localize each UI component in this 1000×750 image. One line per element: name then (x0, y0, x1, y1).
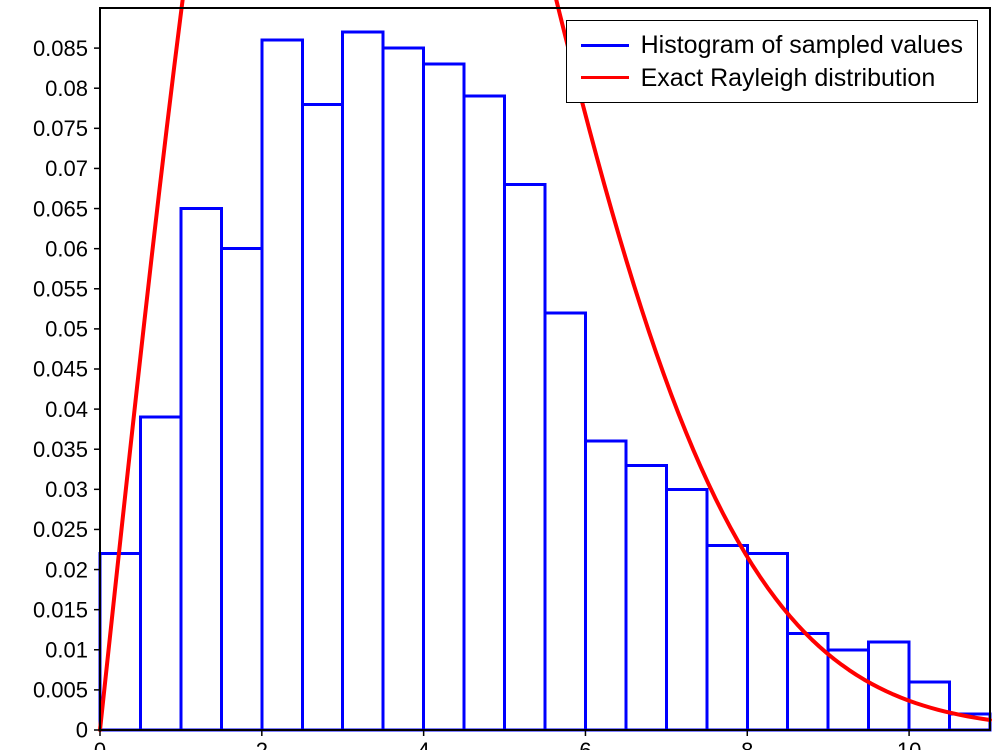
y-tick-label: 0.01 (45, 637, 88, 662)
x-tick-label: 8 (741, 738, 753, 750)
chart-container: 0 2 4 6 8 10 0 0.005 0.01 0.015 0.02 0.025 0.03 0.035… (0, 0, 1000, 750)
legend-swatch (581, 44, 629, 47)
y-tick-label: 0.015 (33, 597, 88, 622)
x-tick-label: 4 (418, 738, 430, 750)
x-tick-label: 6 (579, 738, 591, 750)
y-tick-label: 0.045 (33, 357, 88, 382)
x-tick-label: 10 (897, 738, 921, 750)
y-tick-label: 0.07 (45, 156, 88, 181)
legend-label: Histogram of sampled values (641, 29, 963, 62)
y-tick-label: 0 (76, 718, 88, 743)
x-tick-label: 2 (256, 738, 268, 750)
y-tick-label: 0.065 (33, 196, 88, 221)
legend-item: Exact Rayleigh distribution (581, 62, 963, 95)
y-tick-label: 0.075 (33, 116, 88, 141)
x-tick-label: 0 (94, 738, 106, 750)
legend-swatch (581, 76, 629, 79)
y-tick-label: 0.035 (33, 437, 88, 462)
y-tick-label: 0.02 (45, 557, 88, 582)
y-tick-label: 0.05 (45, 317, 88, 342)
y-tick-label: 0.005 (33, 678, 88, 703)
y-tick-label: 0.03 (45, 477, 88, 502)
y-tick-label: 0.025 (33, 517, 88, 542)
y-tick-label: 0.04 (45, 397, 88, 422)
y-tick-label: 0.055 (33, 276, 88, 301)
chart-svg: 0 2 4 6 8 10 0 0.005 0.01 0.015 0.02 0.025 0.03 0.035… (0, 0, 1000, 750)
legend-item: Histogram of sampled values (581, 29, 963, 62)
legend: Histogram of sampled valuesExact Rayleig… (566, 20, 978, 103)
y-tick-label: 0.08 (45, 76, 88, 101)
legend-label: Exact Rayleigh distribution (641, 62, 936, 95)
y-tick-label: 0.06 (45, 236, 88, 261)
y-tick-label: 0.085 (33, 36, 88, 61)
